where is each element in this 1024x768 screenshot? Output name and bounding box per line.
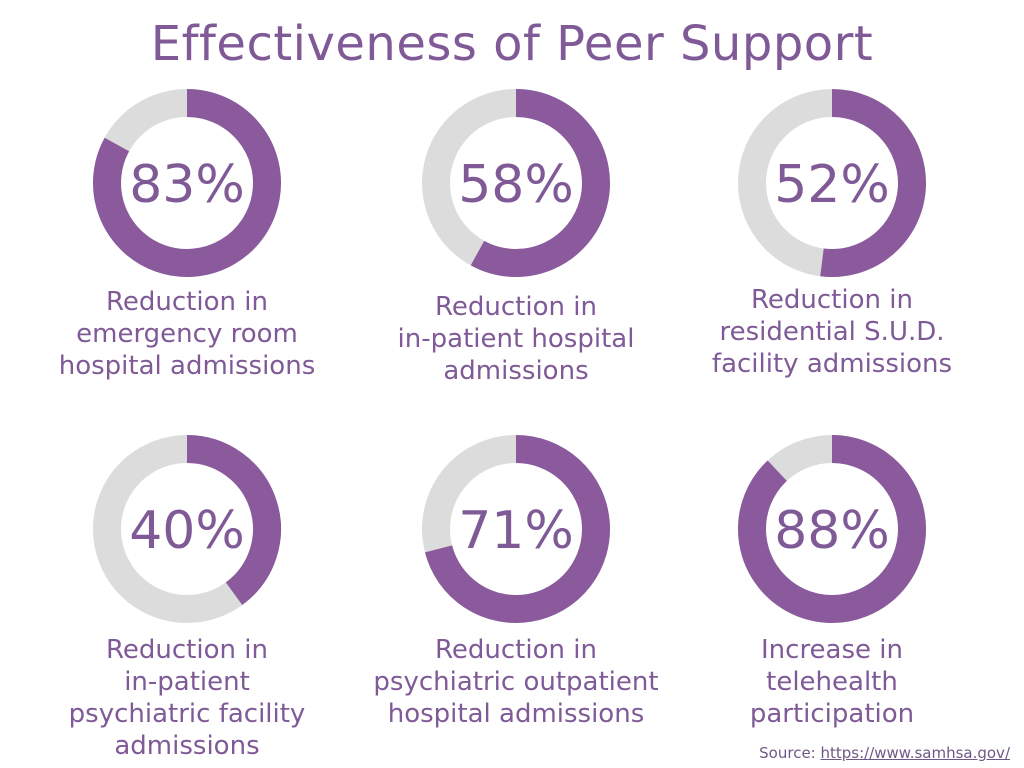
donut-6: 88% [738,435,926,623]
source-note: Source: https://www.samhsa.gov/ [759,744,1010,762]
donut-value-arc [820,89,926,277]
caption-line: in-patient [124,667,250,697]
donut-value-label: 83% [129,155,245,215]
caption-line: Reduction in [435,292,597,322]
donut-value-label: 71% [458,501,574,561]
source-label: Source: [759,744,821,762]
donut-value-arc [738,435,926,623]
donut-1: 83% [93,89,281,277]
donut-value-label: 40% [129,501,245,561]
source-link[interactable]: https://www.samhsa.gov/ [820,744,1011,762]
caption-line: Reduction in [106,635,268,665]
donut-3: 52% [738,89,926,277]
donut-caption: Reduction in residential S.U.D. facility a… [672,284,992,380]
donut-value-label: 52% [774,155,890,215]
donut-caption: Reduction in in-patient psychiatric facili… [27,634,347,762]
caption-line: Reduction in [106,287,268,317]
caption-line: psychiatric outpatient [373,667,659,697]
donut-value-arc [186,435,281,606]
caption-line: in-patient hospital [397,324,635,354]
caption-line: facility admissions [711,349,953,379]
donut-caption: Reduction in psychiatric outpatient hospit… [356,634,676,730]
caption-line: participation [749,699,915,729]
donut-4: 40% [93,435,281,623]
caption-line: admissions [443,356,589,386]
donut-caption: Reduction in in-patient hospital admission… [356,291,676,387]
donut-value-label: 58% [458,155,574,215]
donut-2: 58% [422,89,610,277]
donut-value-label: 88% [774,501,890,561]
donut-caption: Increase in telehealth participation [672,634,992,730]
caption-line: Reduction in [751,285,913,315]
donut-5: 71% [422,435,610,623]
donut-value-arc [424,435,610,623]
caption-line: Increase in [761,635,903,665]
caption-line: hospital admissions [387,699,645,729]
caption-line: admissions [114,731,260,761]
page-title: Effectiveness of Peer Support [150,16,874,72]
donut-value-arc [93,89,281,277]
caption-line: telehealth [766,667,898,697]
caption-line: hospital admissions [58,351,316,381]
caption-line: Reduction in [435,635,597,665]
caption-line: residential S.U.D. [719,317,945,347]
donut-caption: Reduction in emergency room hospital admis… [27,286,347,382]
donut-value-arc [470,89,610,277]
caption-line: psychiatric facility [68,699,306,729]
caption-line: emergency room [76,319,298,349]
